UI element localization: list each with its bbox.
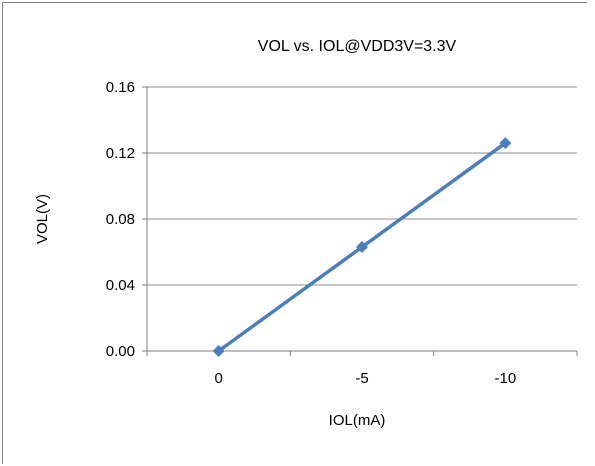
data-point-marker: [212, 345, 225, 357]
series-vol: [212, 137, 512, 357]
chart-title: VOL vs. IOL@VDD3V=3.3V: [258, 38, 457, 55]
x-axis-title: IOL(mA): [329, 412, 386, 429]
x-tick-label: -5: [355, 370, 368, 387]
chart-frame: [2, 2, 587, 464]
gridlines: [147, 86, 577, 286]
y-tick-label: 0.12: [106, 145, 135, 162]
y-axis-title: VOL(V): [34, 194, 51, 244]
y-tick-label: 0.16: [106, 79, 135, 96]
x-tick-labels: 0 -5 -10: [214, 370, 516, 387]
y-tick-label: 0.04: [106, 277, 135, 294]
y-tick-labels: 0.00 0.04 0.08 0.12 0.16: [106, 79, 135, 360]
axes: [142, 86, 578, 356]
data-point-marker: [499, 137, 512, 150]
y-tick-label: 0.08: [106, 211, 135, 228]
x-tick-label: -10: [494, 370, 516, 387]
x-tick-label: 0: [214, 370, 222, 387]
y-tick-label: 0.00: [106, 343, 135, 360]
data-point-marker: [356, 241, 368, 254]
